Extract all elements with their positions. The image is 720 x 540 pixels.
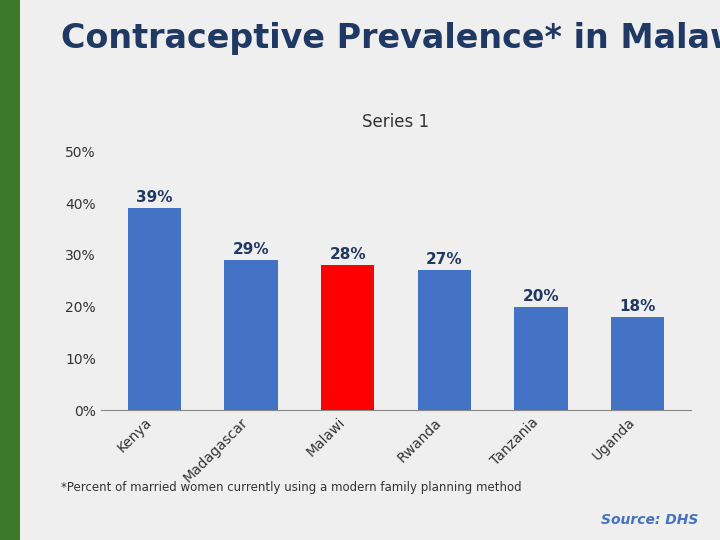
Text: 27%: 27% <box>426 252 463 267</box>
Text: 28%: 28% <box>329 247 366 262</box>
Text: 18%: 18% <box>620 299 656 314</box>
Bar <box>225 260 277 410</box>
Text: 39%: 39% <box>136 190 173 205</box>
Text: Series 1: Series 1 <box>362 113 430 131</box>
Bar <box>127 208 181 410</box>
Text: 29%: 29% <box>233 242 269 257</box>
Bar <box>321 265 374 410</box>
Text: *Percent of married women currently using a modern family planning method: *Percent of married women currently usin… <box>61 481 522 494</box>
Bar <box>515 307 567 410</box>
Bar <box>418 271 471 410</box>
Bar <box>611 317 665 410</box>
Text: Source: DHS: Source: DHS <box>601 512 698 526</box>
Text: Contraceptive Prevalence* in Malawi: Contraceptive Prevalence* in Malawi <box>61 22 720 55</box>
Text: 20%: 20% <box>523 288 559 303</box>
